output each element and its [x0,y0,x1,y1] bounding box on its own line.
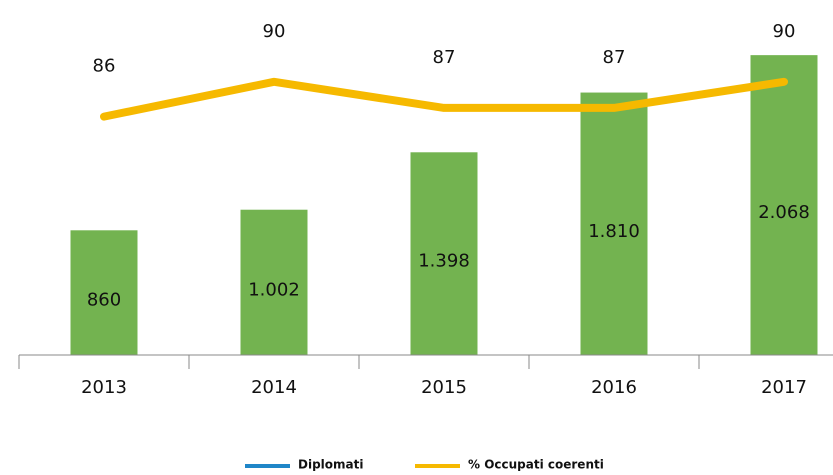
line-value-label: 90 [773,21,796,42]
bar-value-label: 1.810 [588,221,640,242]
x-tick-label: 2015 [421,377,467,398]
line-value-label: 87 [603,47,626,68]
line-value-label: 87 [433,47,456,68]
line-value-label: 90 [263,21,286,42]
bar [70,230,138,355]
legend-label: % Occupati coerenti [468,458,604,472]
line [100,77,788,121]
legend-label: Diplomati [298,458,363,472]
bar [580,92,648,356]
bar-value-label: 2.068 [758,202,810,223]
bar-value-label: 860 [87,290,121,311]
x-tick-label: 2014 [251,377,297,398]
line-value-label: 86 [93,56,116,77]
x-tick-label: 2016 [591,377,637,398]
x-tick-label: 2013 [81,377,127,398]
x-tick-label: 2017 [761,377,807,398]
bar [410,152,478,355]
bar [750,55,818,355]
bar-value-label: 1.398 [418,251,470,272]
bar [240,209,308,355]
bar-value-label: 1.002 [248,279,300,300]
